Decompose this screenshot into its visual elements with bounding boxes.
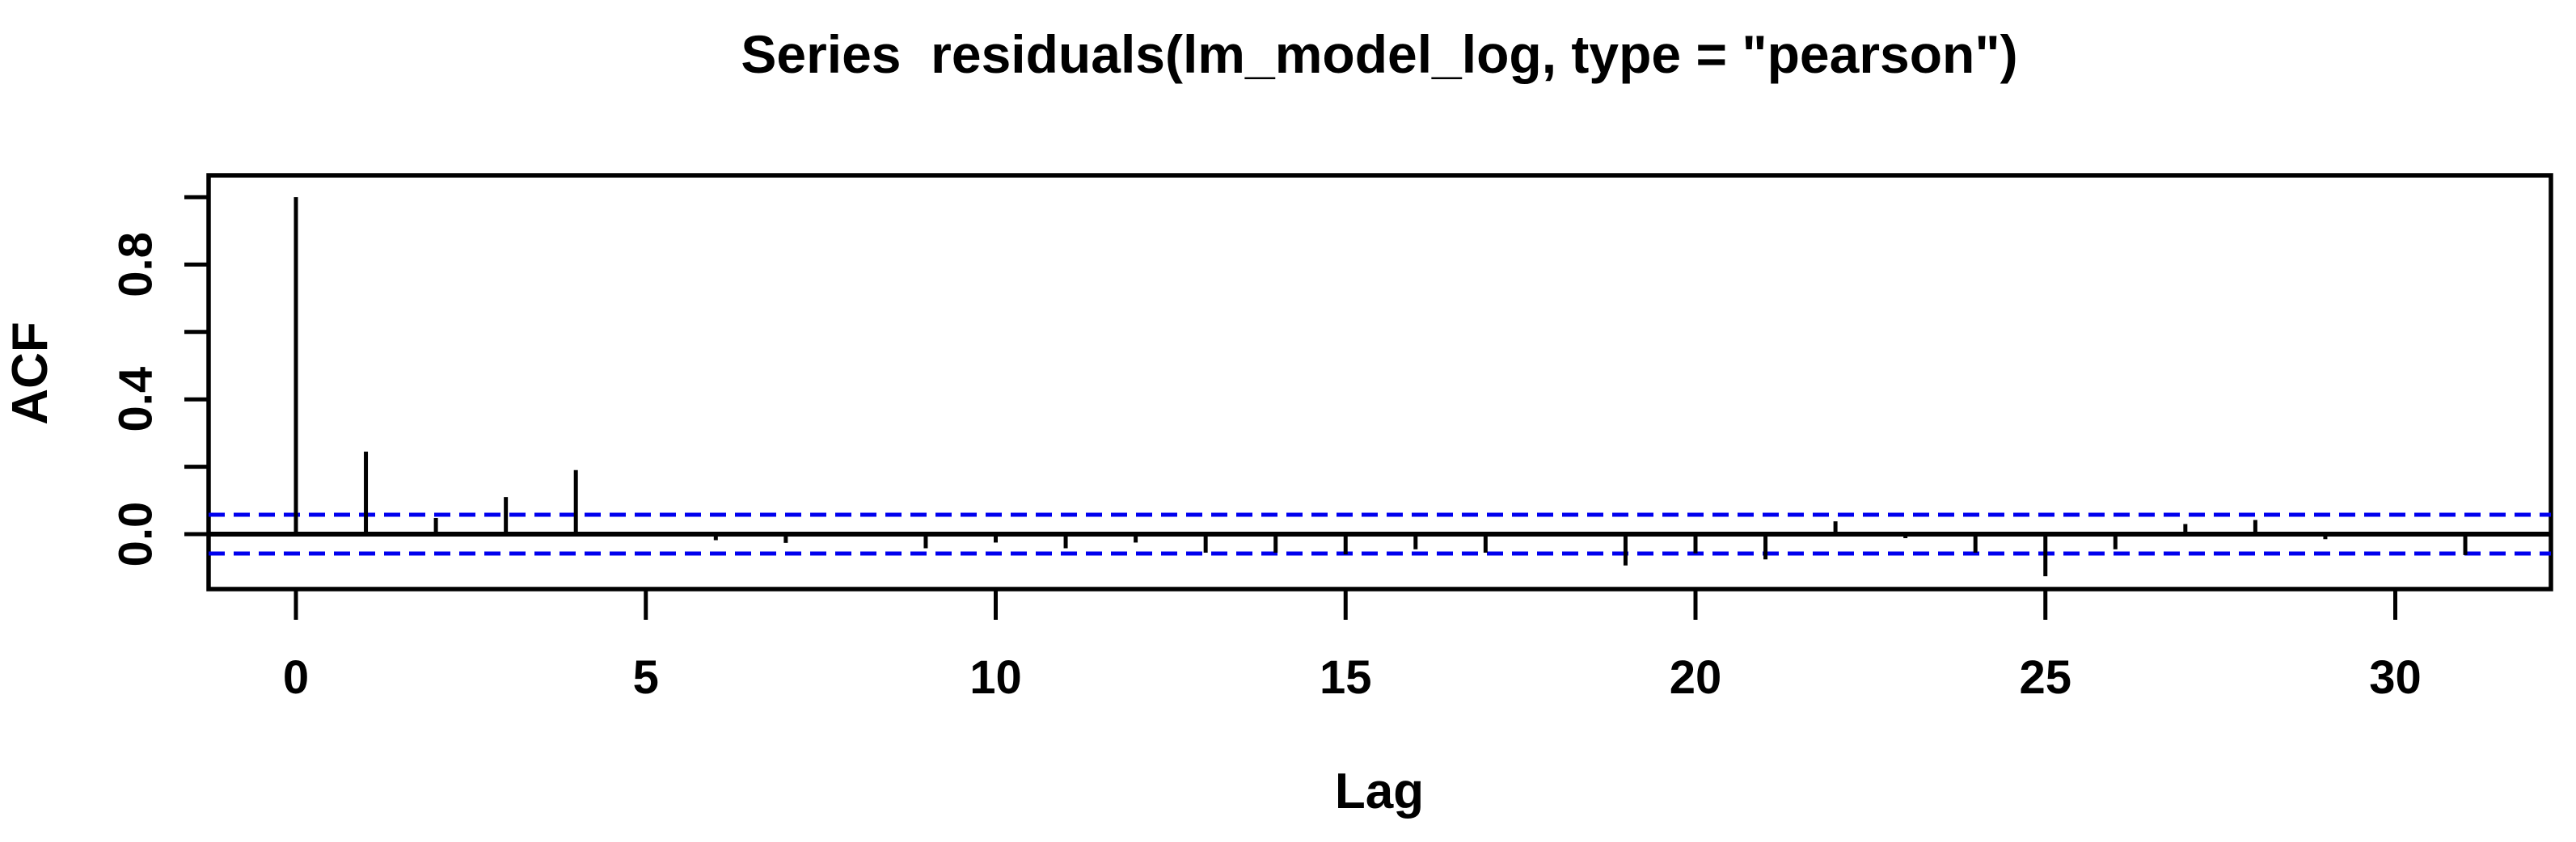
y-tick-label: 0.4 [110,367,163,432]
y-axis-ticks [184,195,209,537]
x-tick-label: 30 [2369,651,2422,704]
acf-bars-group [293,197,2468,577]
x-tick-label: 5 [633,651,659,704]
y-tick-label: 0.8 [110,232,163,297]
x-tick-label: 15 [1320,651,1372,704]
confidence-interval-lines [209,512,2551,556]
x-tick-label: 0 [283,651,309,704]
x-tick-label: 25 [2019,651,2071,704]
x-tick-labels: 0 5 10 15 20 25 30 [283,651,2422,704]
x-axis-label: Lag [1335,764,1424,819]
y-axis-label: ACF [2,322,58,424]
x-axis-ticks [293,589,2397,620]
x-tick-label: 10 [969,651,1022,704]
x-tick-label: 20 [1670,651,1722,704]
plot-box [206,173,2553,592]
chart-title: Series residuals(lm_model_log, type = "p… [741,24,2017,84]
y-tick-label: 0.0 [110,502,163,567]
y-tick-labels: 0.0 0.4 0.8 [110,232,163,566]
